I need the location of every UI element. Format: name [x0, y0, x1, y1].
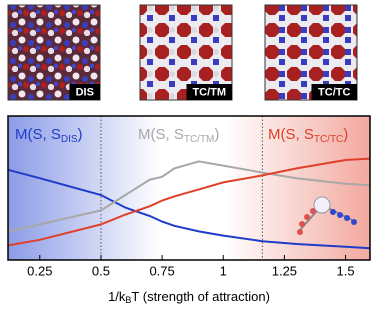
- legend-label-part: TC/TM: [184, 134, 215, 145]
- x-tick-label: 0.5: [92, 263, 110, 278]
- legend-label: M(S, STC/TC): [268, 126, 348, 145]
- x-tick-label: 1.5: [337, 263, 355, 278]
- x-axis-label-part: B: [125, 295, 131, 305]
- series-line: [7, 157, 371, 247]
- legend-label-part: M(S, S: [138, 126, 184, 143]
- panel-label-box: [69, 84, 100, 100]
- series-line: [7, 160, 371, 233]
- legend-label-part: ): [343, 126, 348, 143]
- legend-label: M(S, STC/TM): [138, 126, 219, 145]
- legend-label-part: ): [78, 126, 83, 143]
- legend-label-part: M(S, S: [268, 126, 314, 143]
- panel-label: DIS: [76, 86, 94, 98]
- x-tick-label: 0.75: [149, 263, 174, 278]
- legend-label-part: M(S, S: [15, 126, 61, 143]
- x-tick-label: 1: [220, 263, 227, 278]
- legend-label-part: TC/TC: [314, 134, 343, 145]
- panel-label-box: [311, 84, 357, 100]
- x-axis-label-part: T (strength of attraction): [131, 289, 270, 304]
- molecule-icon: [297, 196, 357, 235]
- thumbnails: [7, 4, 358, 101]
- x-axis-label-part: 1/k: [108, 289, 126, 304]
- plot-background: [8, 116, 370, 260]
- x-tick-label: 1.25: [272, 263, 297, 278]
- legend-label: M(S, SDIS): [15, 126, 83, 145]
- panel-label: TC/TC: [318, 86, 350, 98]
- panel-label: TC/TM: [192, 86, 226, 98]
- series-line: [7, 168, 371, 250]
- x-axis-label: 1/kBT (strength of attraction): [108, 289, 270, 305]
- plot-frame: [7, 115, 371, 261]
- legend-label-part: DIS: [61, 134, 78, 145]
- legend-label-part: ): [214, 126, 219, 143]
- panel-label-box: [186, 84, 232, 100]
- x-tick-label: 0.25: [27, 263, 52, 278]
